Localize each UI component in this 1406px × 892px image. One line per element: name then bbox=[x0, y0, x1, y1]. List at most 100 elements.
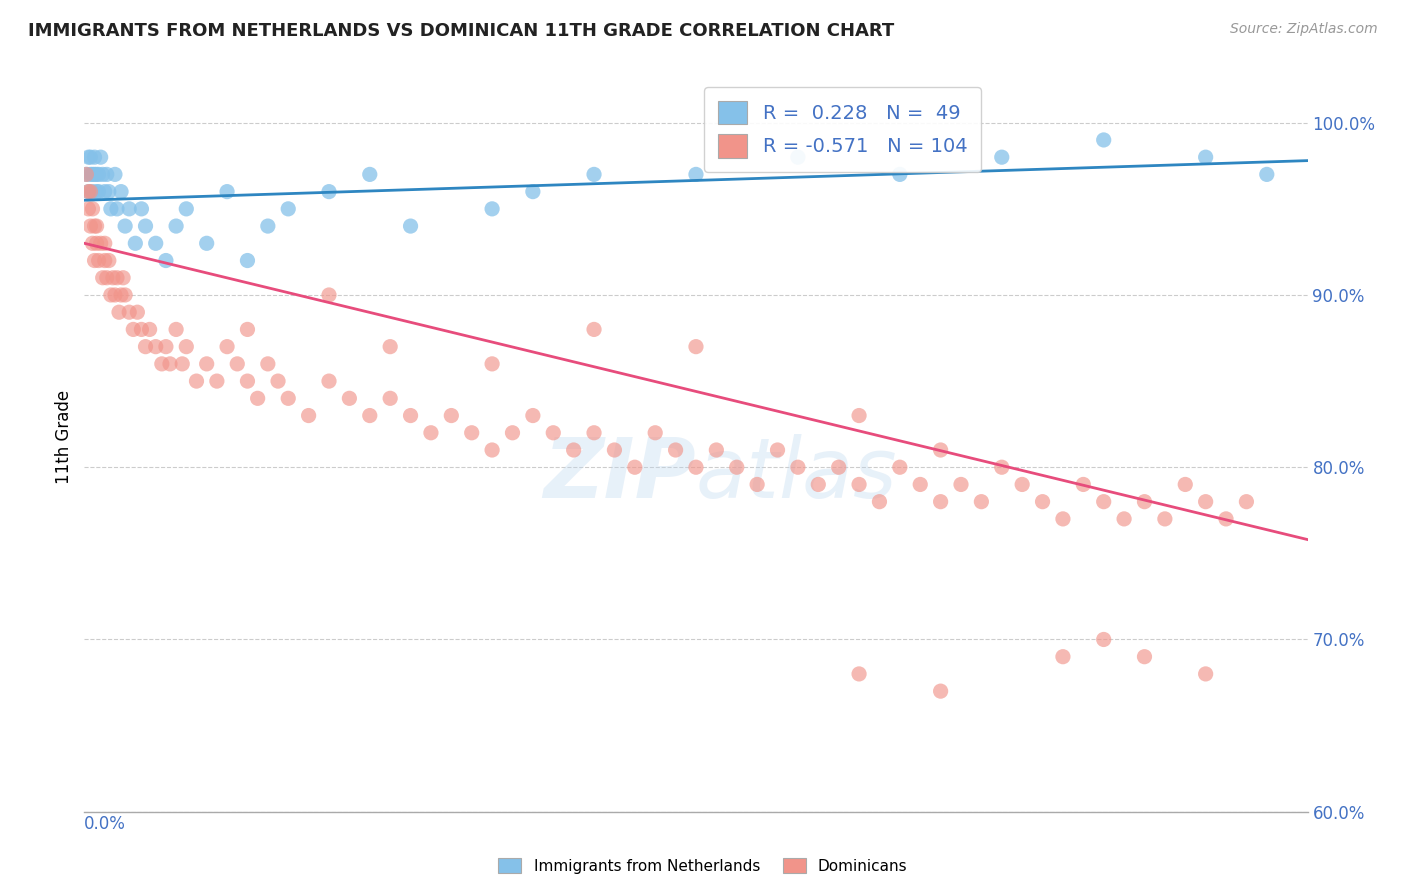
Point bbox=[665, 442, 688, 457]
Text: IMMIGRANTS FROM NETHERLANDS VS DOMINICAN 11TH GRADE CORRELATION CHART: IMMIGRANTS FROM NETHERLANDS VS DOMINICAN… bbox=[28, 22, 894, 40]
Point bbox=[93, 185, 115, 199]
Point bbox=[970, 494, 993, 508]
Point bbox=[155, 253, 177, 268]
Point bbox=[86, 168, 108, 182]
Point bbox=[236, 322, 259, 336]
Point bbox=[91, 270, 114, 285]
Y-axis label: 11th Grade: 11th Grade bbox=[55, 390, 73, 484]
Point bbox=[603, 442, 626, 457]
Point bbox=[108, 305, 131, 319]
Point bbox=[481, 442, 503, 457]
Point bbox=[118, 305, 141, 319]
Point bbox=[105, 270, 128, 285]
Point bbox=[1032, 494, 1054, 508]
Point bbox=[174, 340, 197, 354]
Point bbox=[889, 460, 911, 475]
Point bbox=[685, 460, 707, 475]
Point bbox=[93, 236, 115, 251]
Point bbox=[848, 477, 870, 491]
Point bbox=[583, 322, 606, 336]
Point bbox=[869, 494, 891, 508]
Point bbox=[583, 168, 606, 182]
Point bbox=[298, 409, 321, 423]
Point bbox=[236, 253, 259, 268]
Point bbox=[522, 409, 544, 423]
Point bbox=[100, 288, 122, 302]
Point bbox=[644, 425, 666, 440]
Point bbox=[110, 185, 132, 199]
Point bbox=[112, 270, 135, 285]
Point bbox=[86, 236, 108, 251]
Point bbox=[77, 185, 100, 199]
Point bbox=[100, 202, 122, 216]
Point bbox=[93, 253, 115, 268]
Point bbox=[583, 425, 606, 440]
Point bbox=[135, 219, 157, 233]
Point bbox=[685, 340, 707, 354]
Point bbox=[1154, 512, 1177, 526]
Point bbox=[150, 357, 173, 371]
Point bbox=[83, 253, 105, 268]
Point bbox=[950, 477, 973, 491]
Text: Source: ZipAtlas.com: Source: ZipAtlas.com bbox=[1230, 22, 1378, 37]
Point bbox=[787, 460, 810, 475]
Point bbox=[101, 270, 124, 285]
Point bbox=[766, 442, 789, 457]
Point bbox=[807, 477, 830, 491]
Point bbox=[86, 219, 108, 233]
Point bbox=[747, 477, 769, 491]
Point bbox=[195, 357, 218, 371]
Point bbox=[172, 357, 194, 371]
Point bbox=[1256, 168, 1278, 182]
Point bbox=[991, 150, 1014, 164]
Point bbox=[380, 392, 402, 406]
Point bbox=[440, 409, 463, 423]
Point bbox=[1195, 667, 1218, 681]
Point bbox=[124, 236, 146, 251]
Point bbox=[195, 236, 218, 251]
Point bbox=[1114, 512, 1136, 526]
Point bbox=[82, 202, 104, 216]
Text: 0.0%: 0.0% bbox=[84, 815, 127, 833]
Point bbox=[77, 150, 100, 164]
Point bbox=[83, 150, 105, 164]
Point bbox=[706, 442, 728, 457]
Point bbox=[217, 185, 239, 199]
Point bbox=[87, 185, 110, 199]
Point bbox=[127, 305, 149, 319]
Point bbox=[910, 477, 932, 491]
Point bbox=[257, 219, 280, 233]
Point bbox=[277, 392, 299, 406]
Point bbox=[138, 322, 160, 336]
Point bbox=[75, 168, 97, 182]
Point bbox=[226, 357, 249, 371]
Point bbox=[217, 340, 239, 354]
Point bbox=[79, 219, 101, 233]
Point bbox=[1133, 649, 1156, 664]
Point bbox=[929, 684, 952, 698]
Point bbox=[848, 667, 870, 681]
Legend: Immigrants from Netherlands, Dominicans: Immigrants from Netherlands, Dominicans bbox=[492, 852, 914, 880]
Point bbox=[96, 270, 118, 285]
Point bbox=[165, 219, 187, 233]
Point bbox=[522, 185, 544, 199]
Point bbox=[159, 357, 181, 371]
Point bbox=[82, 168, 104, 182]
Point bbox=[246, 392, 269, 406]
Point bbox=[267, 374, 290, 388]
Point bbox=[77, 202, 100, 216]
Point bbox=[79, 168, 101, 182]
Point bbox=[114, 219, 136, 233]
Legend: R =  0.228   N =  49, R = -0.571   N = 104: R = 0.228 N = 49, R = -0.571 N = 104 bbox=[704, 87, 981, 171]
Point bbox=[1215, 512, 1237, 526]
Point bbox=[104, 168, 127, 182]
Point bbox=[502, 425, 524, 440]
Point bbox=[87, 253, 110, 268]
Point bbox=[186, 374, 208, 388]
Point bbox=[339, 392, 361, 406]
Point bbox=[380, 340, 402, 354]
Point bbox=[481, 357, 503, 371]
Point bbox=[77, 185, 100, 199]
Point bbox=[399, 219, 422, 233]
Point bbox=[359, 409, 381, 423]
